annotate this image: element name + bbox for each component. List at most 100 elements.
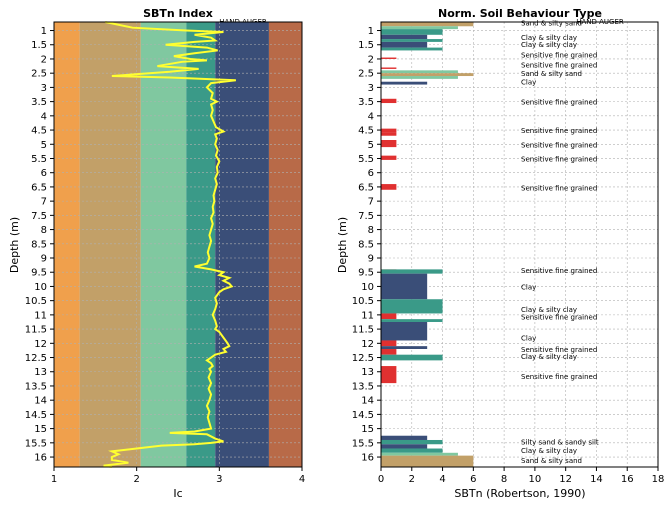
sbt-bar (381, 273, 428, 300)
sbt-y-tick-label: 5 (368, 140, 374, 151)
sbtn-y-tick-label: 7 (41, 197, 47, 208)
soil-type-annotation: Sensitive fine grained (521, 373, 597, 381)
sbt-bar (381, 81, 428, 85)
soil-type-annotation: Sand & silty sand (521, 20, 582, 28)
soil-type-annotation: Clay & silty clay (521, 41, 577, 49)
sbt-bar (381, 340, 397, 347)
sbt-bar (381, 452, 458, 456)
soil-type-annotation: Sensitive fine grained (521, 184, 597, 192)
sbtn-y-tick-label: 16 (34, 453, 47, 464)
sbt-bar (381, 128, 397, 133)
sbt-y-tick-label: 14 (361, 396, 374, 407)
sbtn-y-tick-label: 12 (34, 339, 47, 350)
sbtn-index-x-axis-label: Ic (173, 487, 182, 500)
sbt-bar (381, 57, 397, 59)
sbt-bar (381, 455, 474, 467)
sbt-bar (381, 444, 428, 449)
sbt-y-tick-label: 3.5 (358, 97, 374, 108)
sbt-zone-band-1 (54, 22, 80, 467)
sbt-bar (381, 26, 458, 30)
sbt-y-tick-label: 7.5 (358, 211, 374, 222)
soil-type-annotation: Clay (521, 335, 536, 343)
sbtn-y-tick-label: 11.5 (25, 325, 47, 336)
sbt-y-tick-label: 10.5 (352, 296, 374, 307)
sbtn-y-tick-label: 2.5 (31, 69, 47, 80)
sbt-bar (381, 70, 458, 74)
sbt-y-tick-label: 6 (368, 168, 374, 179)
soil-type-annotation: Sensitive fine grained (521, 155, 597, 163)
sbt-bar (381, 366, 397, 384)
sbtn-y-tick-label: 3 (41, 83, 47, 94)
sbtn-y-tick-label: 15 (34, 424, 47, 435)
sbtn-x-tick-label: 4 (299, 474, 305, 485)
sbt-x-tick-label: 6 (470, 474, 476, 485)
sbt-y-tick-label: 9.5 (358, 268, 374, 279)
sbtn-y-tick-label: 13.5 (25, 381, 47, 392)
sbt-bar (381, 313, 397, 320)
sbt-bar (381, 435, 428, 440)
sbtn-y-tick-label: 15.5 (25, 438, 47, 449)
sbt-y-tick-label: 1 (368, 26, 374, 37)
sbt-bar (381, 299, 443, 314)
sbt-zone-band-5 (215, 22, 269, 467)
soil-type-annotation: Sensitive fine grained (521, 52, 597, 60)
sbtn-y-tick-label: 5.5 (31, 154, 47, 165)
sbt-x-tick-label: 14 (590, 474, 603, 485)
sbtn-y-tick-label: 8 (41, 225, 47, 236)
sbt-y-tick-label: 3 (368, 83, 374, 94)
soil-type-annotation: Sensitive fine grained (521, 99, 597, 107)
sbt-y-tick-label: 12.5 (352, 353, 374, 364)
sbtn-index-panel: SBTn Index HAND AUGER 11.522.533.544.555… (8, 7, 305, 500)
sbt-y-tick-label: 10 (361, 282, 374, 293)
sbt-bar (381, 321, 428, 341)
soil-type-annotation: Sensitive fine grained (521, 127, 597, 135)
sbt-bar (381, 41, 428, 48)
sbt-bar (381, 319, 443, 322)
sbt-x-tick-label: 12 (559, 474, 572, 485)
sbtn-y-tick-label: 1.5 (31, 40, 47, 51)
sbt-y-tick-label: 15.5 (352, 438, 374, 449)
sbt-x-tick-label: 0 (378, 474, 384, 485)
soil-behaviour-type-y-axis-label: Depth (m) (336, 217, 349, 273)
sbtn-y-tick-label: 9 (41, 254, 47, 265)
sbt-y-tick-label: 11 (361, 310, 374, 321)
soil-behaviour-type-title: Norm. Soil Behaviour Type (438, 7, 602, 20)
soil-type-annotation: Clay (521, 79, 536, 87)
sbtn-y-tick-label: 14 (34, 396, 47, 407)
sbt-y-tick-label: 12 (361, 339, 374, 350)
soil-type-annotation: Clay & silty clay (521, 34, 577, 42)
sbtn-y-tick-label: 5 (41, 140, 47, 151)
soil-type-annotation: Clay & silty clay (521, 447, 577, 455)
sbt-x-tick-label: 16 (621, 474, 634, 485)
sbt-bar (381, 22, 474, 27)
sbt-bar (381, 67, 397, 69)
sbt-bar (381, 346, 428, 349)
sbt-y-tick-label: 15 (361, 424, 374, 435)
soil-type-annotation: Clay & silty clay (521, 353, 577, 361)
sbt-bar (381, 34, 428, 40)
sbtn-y-tick-label: 11 (34, 310, 47, 321)
sbtn-x-tick-label: 3 (216, 474, 222, 485)
sbt-y-tick-label: 6.5 (358, 182, 374, 193)
soil-type-annotation: Sand & silty sand (521, 70, 582, 78)
sbt-bar (381, 354, 443, 361)
sbtn-y-tick-label: 3.5 (31, 97, 47, 108)
sbt-bar (381, 269, 443, 274)
sbtn-index-y-axis-label: Depth (m) (8, 217, 21, 273)
sbt-y-tick-label: 16 (361, 453, 374, 464)
sbt-y-tick-label: 7 (368, 197, 374, 208)
sbt-y-tick-label: 4 (368, 111, 374, 122)
sbtn-x-tick-label: 1 (51, 474, 57, 485)
sbtn-y-tick-label: 10.5 (25, 296, 47, 307)
sbt-bar (381, 184, 397, 190)
sbt-bar (381, 98, 397, 104)
sbt-bar (381, 448, 443, 453)
soil-type-annotation: Sand & silty sand (521, 457, 582, 465)
sbtn-y-tick-label: 4.5 (31, 126, 47, 137)
sbt-bar (381, 155, 397, 160)
soil-type-annotation: Sensitive fine grained (521, 313, 597, 321)
sbtn-y-tick-label: 1 (41, 26, 47, 37)
sbtn-index-title: SBTn Index (143, 7, 213, 20)
sbt-x-tick-label: 2 (409, 474, 415, 485)
